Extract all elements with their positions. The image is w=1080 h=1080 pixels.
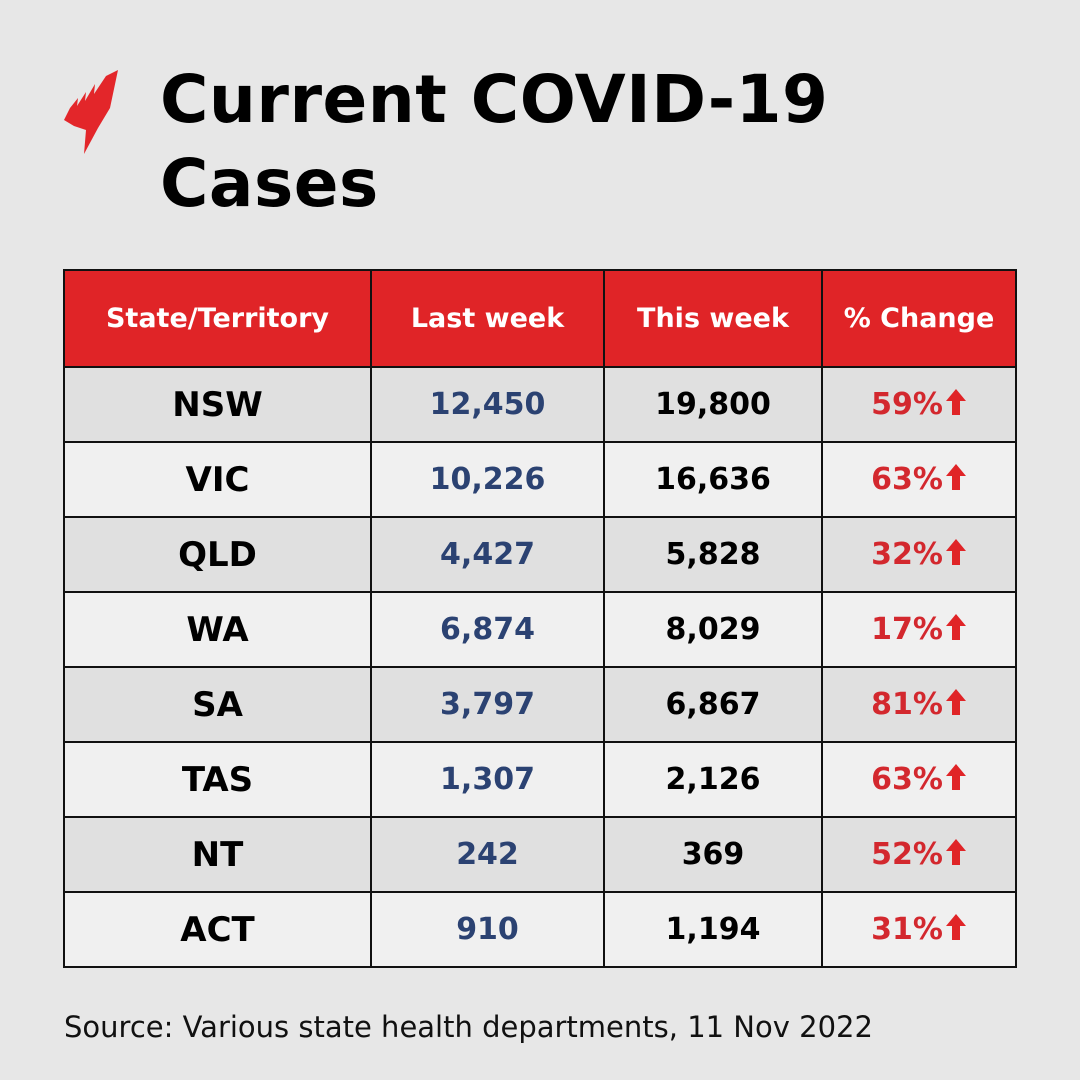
this-week-cell: 16,636 <box>603 441 823 518</box>
state-cell: ACT <box>63 891 372 968</box>
change-value: 63% <box>871 462 943 497</box>
arrow-up-icon <box>945 839 966 865</box>
change-value: 59% <box>871 387 943 422</box>
last-week-cell: 3,797 <box>370 666 605 743</box>
change-value: 31% <box>871 912 943 947</box>
arrow-up-icon <box>945 614 966 640</box>
change-cell: 63% <box>821 441 1017 518</box>
change-value: 63% <box>871 762 943 797</box>
state-cell: VIC <box>63 441 372 518</box>
change-value: 32% <box>871 537 943 572</box>
source-note: Source: Various state health departments… <box>64 1010 873 1044</box>
this-week-cell: 5,828 <box>603 516 823 593</box>
table-row: NSW 12,450 19,800 59% <box>63 366 1017 443</box>
last-week-cell: 6,874 <box>370 591 605 668</box>
arrow-up-icon <box>945 689 966 715</box>
state-cell: WA <box>63 591 372 668</box>
this-week-cell: 8,029 <box>603 591 823 668</box>
table-row: SA 3,797 6,867 81% <box>63 666 1017 743</box>
page-title: Current COVID-19 Cases <box>160 61 829 222</box>
sbs-logo <box>64 70 118 154</box>
state-cell: TAS <box>63 741 372 818</box>
arrow-up-icon <box>945 389 966 415</box>
table-row: WA 6,874 8,029 17% <box>63 591 1017 668</box>
state-cell: NT <box>63 816 372 893</box>
covid-cases-table: State/Territory Last week This week % Ch… <box>63 269 1017 968</box>
arrow-up-icon <box>945 764 966 790</box>
this-week-cell: 6,867 <box>603 666 823 743</box>
state-cell: NSW <box>63 366 372 443</box>
last-week-cell: 1,307 <box>370 741 605 818</box>
column-header-last-week: Last week <box>370 269 605 368</box>
change-cell: 59% <box>821 366 1017 443</box>
table-row: NT 242 369 52% <box>63 816 1017 893</box>
change-value: 52% <box>871 837 943 872</box>
change-cell: 17% <box>821 591 1017 668</box>
arrow-up-icon <box>945 914 966 940</box>
last-week-cell: 910 <box>370 891 605 968</box>
table-row: ACT 910 1,194 31% <box>63 891 1017 968</box>
change-value: 17% <box>871 612 943 647</box>
this-week-cell: 369 <box>603 816 823 893</box>
last-week-cell: 12,450 <box>370 366 605 443</box>
change-cell: 32% <box>821 516 1017 593</box>
arrow-up-icon <box>945 464 966 490</box>
this-week-cell: 2,126 <box>603 741 823 818</box>
change-cell: 63% <box>821 741 1017 818</box>
this-week-cell: 19,800 <box>603 366 823 443</box>
table-row: QLD 4,427 5,828 32% <box>63 516 1017 593</box>
state-cell: QLD <box>63 516 372 593</box>
column-header-this-week: This week <box>603 269 823 368</box>
last-week-cell: 4,427 <box>370 516 605 593</box>
table-row: TAS 1,307 2,126 63% <box>63 741 1017 818</box>
change-cell: 31% <box>821 891 1017 968</box>
state-cell: SA <box>63 666 372 743</box>
this-week-cell: 1,194 <box>603 891 823 968</box>
arrow-up-icon <box>945 539 966 565</box>
last-week-cell: 242 <box>370 816 605 893</box>
last-week-cell: 10,226 <box>370 441 605 518</box>
table-header-row: State/Territory Last week This week % Ch… <box>63 269 1017 368</box>
change-cell: 81% <box>821 666 1017 743</box>
column-header-change: % Change <box>821 269 1017 368</box>
table-row: VIC 10,226 16,636 63% <box>63 441 1017 518</box>
change-cell: 52% <box>821 816 1017 893</box>
change-value: 81% <box>871 687 943 722</box>
column-header-state: State/Territory <box>63 269 372 368</box>
